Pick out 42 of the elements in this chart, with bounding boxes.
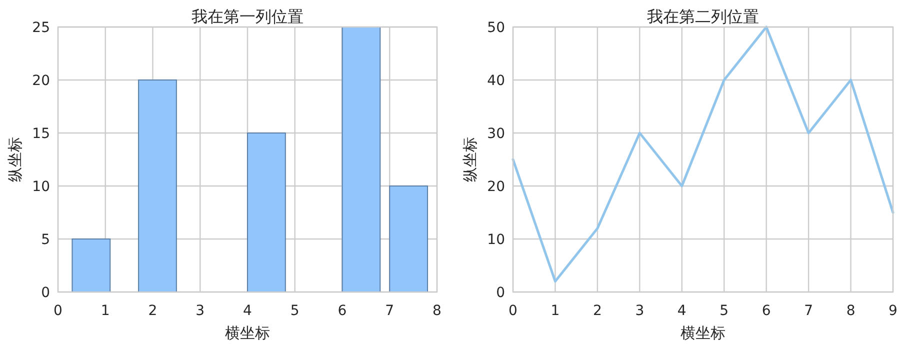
bar: [342, 26, 381, 292]
y-tick-label: 25: [32, 20, 50, 36]
x-tick-label: 7: [804, 303, 814, 319]
y-tick-label: 10: [32, 179, 50, 195]
x-tick-label: 2: [148, 303, 158, 319]
y-axis-title: 纵坐标: [6, 137, 24, 182]
x-tick-label: 6: [338, 303, 347, 319]
x-tick-label: 1: [100, 303, 110, 319]
y-tick-label: 20: [487, 179, 505, 195]
x-tick-label: 6: [762, 303, 771, 319]
bar: [389, 186, 428, 292]
chart-title: 我在第一列位置: [192, 7, 304, 26]
x-tick-label: 0: [508, 303, 518, 319]
x-tick-label: 3: [635, 303, 644, 319]
x-axis-title: 横坐标: [225, 324, 270, 342]
y-tick-label: 0: [496, 285, 505, 301]
chart-title: 我在第二列位置: [647, 7, 759, 26]
x-tick-label: 8: [432, 303, 442, 319]
x-tick-label: 5: [720, 303, 729, 319]
y-tick-label: 20: [32, 73, 50, 89]
x-tick-label: 1: [550, 303, 560, 319]
bar: [247, 132, 286, 292]
y-tick-label: 10: [487, 232, 505, 248]
y-tick-label: 5: [41, 232, 50, 248]
x-tick-label: 5: [290, 303, 300, 319]
y-tick-label: 0: [41, 285, 50, 301]
y-tick-label: 15: [32, 126, 50, 142]
x-axis-title: 横坐标: [680, 324, 726, 342]
x-tick-label: 9: [888, 303, 898, 319]
x-tick-label: 7: [385, 303, 394, 319]
x-tick-label: 8: [846, 303, 856, 319]
bar: [72, 238, 111, 292]
y-tick-label: 50: [487, 20, 505, 36]
y-axis-title: 纵坐标: [461, 137, 479, 182]
x-tick-label: 3: [196, 303, 205, 319]
x-tick-label: 4: [243, 303, 252, 319]
y-tick-label: 40: [487, 73, 505, 89]
x-tick-label: 2: [592, 303, 602, 319]
x-tick-label: 4: [677, 303, 686, 319]
bar: [138, 80, 177, 292]
x-tick-label: 0: [54, 303, 62, 319]
y-tick-label: 30: [487, 126, 505, 142]
